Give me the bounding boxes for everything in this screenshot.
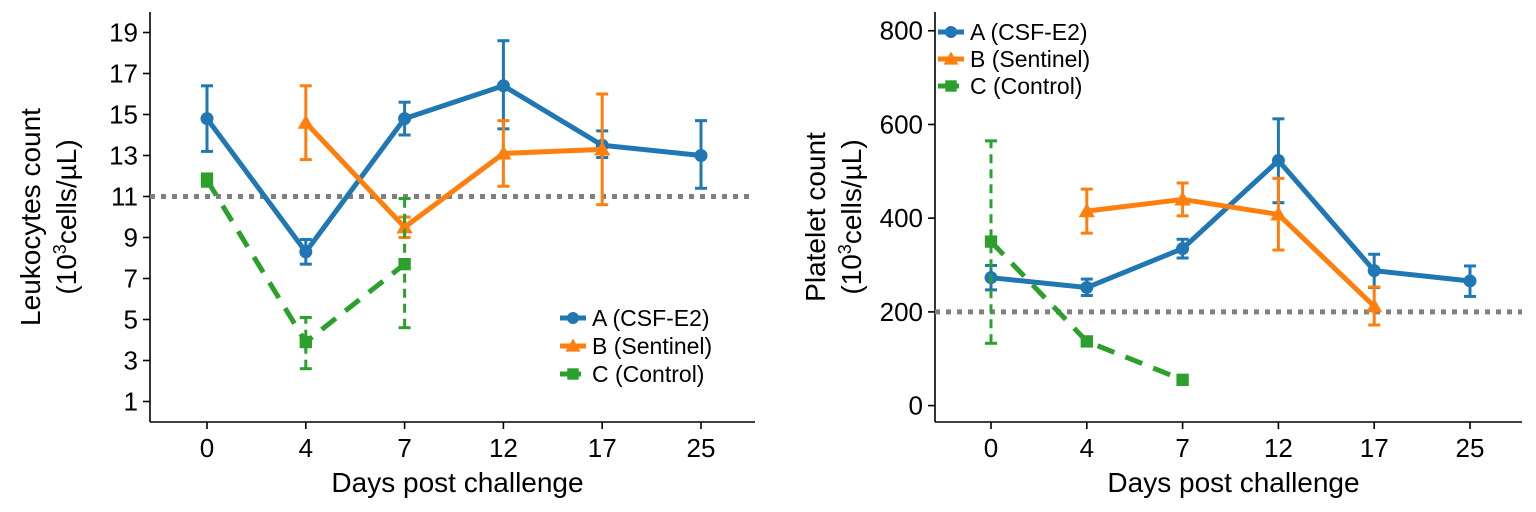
legend-marker [567, 368, 579, 380]
data-point [398, 112, 412, 126]
x-tick-label: 17 [1360, 433, 1389, 463]
y-tick-label: 11 [111, 182, 138, 212]
y-axis-unit-prefix: (10 [836, 254, 867, 294]
legend-label: B (Sentinel) [592, 333, 712, 359]
series-triangle [297, 84, 611, 239]
x-tick-label: 4 [299, 433, 313, 463]
series-line [989, 239, 1184, 383]
legend-label: A (CSF-E2) [592, 305, 710, 331]
series-line [990, 158, 1471, 291]
platelet-chart: 0 200 400 600 800 0 4 7 12 17 25 Days post challeng… [800, 12, 1522, 498]
y-axis-title: Platelet count [800, 132, 831, 302]
y-tick-label: 17 [109, 59, 138, 89]
legend-marker [565, 338, 581, 352]
legend-label: B (Sentinel) [970, 46, 1090, 72]
x-tick-label: 0 [984, 433, 998, 463]
data-point [1176, 373, 1189, 387]
y-axis-unit-exponent: 3 [50, 244, 70, 254]
y-axis-unit-suffix: cells/µL) [51, 139, 82, 244]
y-tick-label: 400 [880, 203, 923, 233]
y-tick-label: 0 [909, 391, 923, 421]
legend: A (CSF-E2)B (Sentinel)C (Control) [560, 305, 712, 387]
y-tick-label: 19 [109, 18, 138, 48]
data-point [200, 173, 214, 187]
legend-marker [567, 312, 579, 324]
x-tick-label: 0 [200, 433, 214, 463]
legend-label: C (Control) [592, 361, 704, 387]
data-point [496, 79, 510, 93]
x-tick-label: 4 [1080, 433, 1094, 463]
series-circle [200, 39, 708, 266]
x-tick-label: 17 [588, 433, 617, 463]
data-point [694, 149, 708, 162]
data-point [299, 245, 313, 259]
data-point [1176, 242, 1190, 256]
legend-marker [943, 51, 959, 65]
legend-label: A (CSF-E2) [970, 19, 1088, 45]
data-point [1463, 274, 1477, 288]
data-point [297, 114, 314, 129]
x-tick-label: 25 [687, 433, 716, 463]
y-axis-title: Leukocytes count [15, 108, 46, 326]
x-tick-label: 7 [1175, 433, 1189, 463]
data-point [1366, 298, 1383, 313]
legend-marker [945, 26, 957, 38]
y-axis-unit-suffix: cells/µL) [836, 139, 867, 244]
x-tick-label: 12 [1264, 433, 1293, 463]
legend-label: C (Control) [970, 73, 1082, 99]
series-square [200, 172, 411, 371]
series-square [984, 139, 1189, 387]
y-tick-label: 800 [880, 16, 923, 46]
y-tick-label: 7 [124, 264, 138, 294]
x-tick-label: 12 [489, 433, 518, 463]
y-tick-label: 3 [124, 346, 138, 376]
x-tick-label: 7 [397, 433, 411, 463]
series-line [1086, 196, 1376, 309]
data-point [495, 145, 512, 160]
y-tick-label: 200 [880, 297, 923, 327]
data-point [1367, 264, 1381, 278]
y-axis-unit-prefix: (10 [51, 254, 82, 294]
data-point [200, 112, 214, 126]
data-point [984, 235, 998, 248]
y-axis-unit: (103cells/µL) [50, 139, 82, 294]
data-point [1271, 154, 1285, 168]
data-point [594, 141, 611, 156]
series-line [204, 83, 702, 255]
x-tick-label: 25 [1456, 433, 1485, 463]
y-tick-label: 15 [109, 100, 138, 130]
data-point [299, 335, 312, 349]
y-axis-unit-exponent: 3 [835, 244, 855, 254]
data-point [1080, 281, 1094, 295]
y-tick-label: 9 [124, 223, 138, 253]
legend-marker [945, 80, 957, 92]
series-line [303, 120, 603, 230]
data-point [1078, 203, 1095, 218]
data-point [1080, 335, 1093, 348]
series-triangle [1078, 176, 1383, 327]
y-axis-unit: (103cells/µL) [835, 139, 867, 294]
data-point [1174, 191, 1191, 206]
y-tick-label: 13 [109, 141, 138, 171]
data-point [1270, 206, 1287, 221]
data-point [396, 219, 413, 234]
x-axis-title: Days post challenge [1107, 467, 1359, 498]
y-tick-label: 5 [124, 305, 138, 335]
x-axis-title: Days post challenge [331, 467, 583, 498]
data-point [398, 257, 411, 271]
y-tick-label: 1 [124, 387, 138, 417]
y-tick-label: 600 [880, 109, 923, 139]
legend: A (CSF-E2)B (Sentinel)C (Control) [938, 19, 1090, 99]
